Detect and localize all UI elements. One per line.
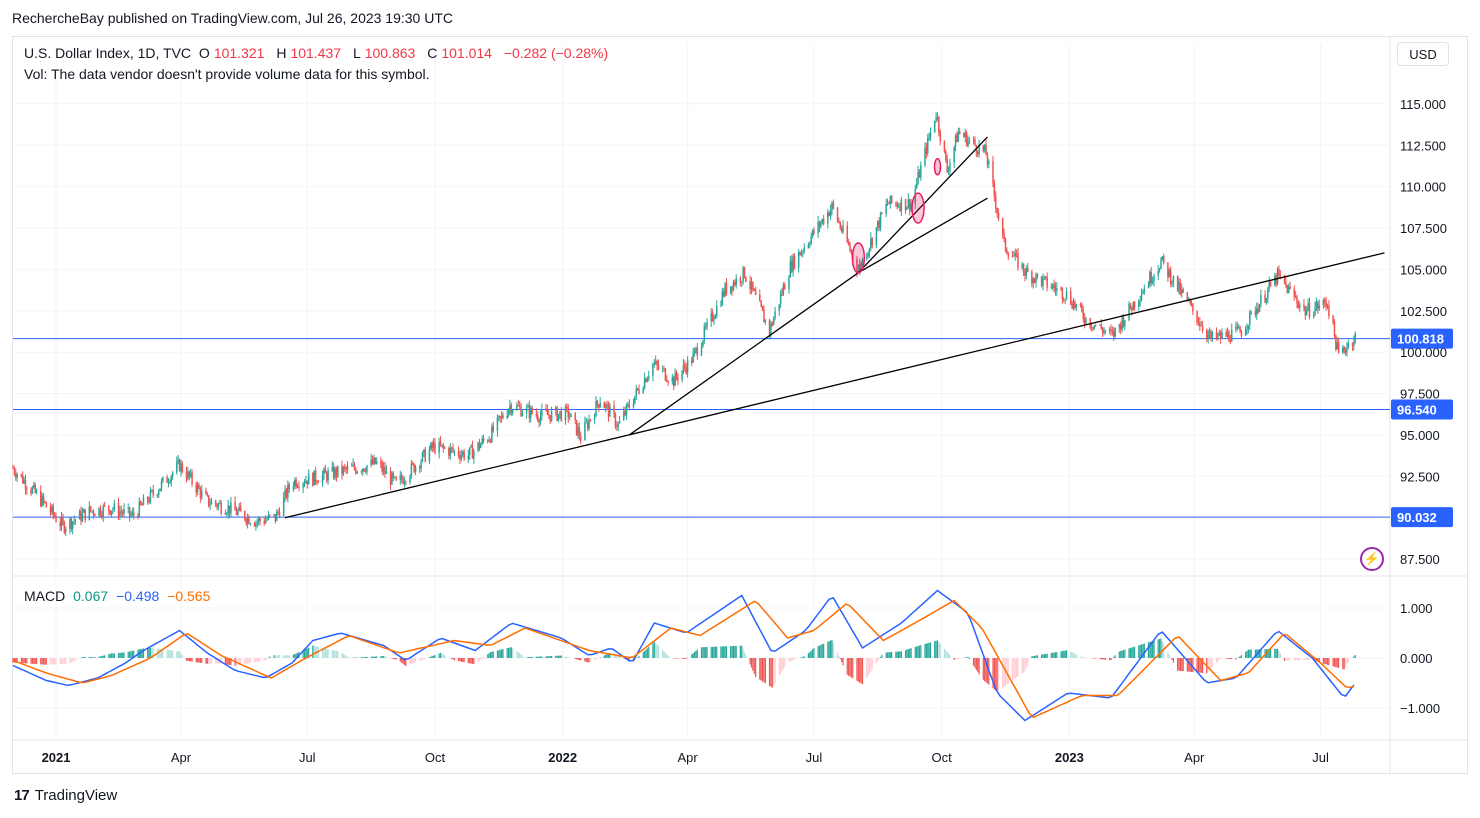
- chart-frame[interactable]: [12, 36, 1468, 774]
- time-tick-label: 2022: [548, 750, 577, 765]
- macd-tick-label: 1.000: [1400, 601, 1433, 616]
- open-label: O: [198, 45, 210, 61]
- price-tick-label: 92.500: [1400, 469, 1440, 484]
- trendline: [284, 252, 1385, 519]
- volume-note-text: Vol: The data vendor doesn't provide vol…: [24, 66, 430, 82]
- low-value: 100.863: [364, 45, 416, 61]
- price-tag-label: 96.540: [1397, 402, 1437, 417]
- brand-name: TradingView: [34, 787, 118, 804]
- price-tick-label: 100.000: [1400, 345, 1447, 360]
- price-tag-label: 90.032: [1397, 510, 1437, 525]
- time-tick-label: Apr: [171, 750, 192, 765]
- price-tick-label: 102.500: [1400, 304, 1447, 319]
- time-tick-label: Jul: [806, 750, 823, 765]
- price-tick-label: 97.500: [1400, 387, 1440, 402]
- highlight-ellipse: [851, 242, 866, 274]
- price-tag-label: 100.818: [1397, 332, 1444, 347]
- time-tick-label: Jul: [1312, 750, 1329, 765]
- macd-label: MACD: [24, 588, 66, 604]
- highlight-ellipse: [911, 192, 925, 224]
- trendline: [628, 197, 988, 436]
- macd-legend: MACD 0.067 −0.498 −0.565: [24, 588, 214, 604]
- price-tick-label: 105.000: [1400, 262, 1447, 277]
- open-value: 101.321: [213, 45, 265, 61]
- price-tick-label: 112.500: [1400, 138, 1446, 153]
- symbol-name: U.S. Dollar Index, 1D, TVC: [24, 45, 192, 61]
- price-tag: [1391, 507, 1453, 528]
- signal-line: [12, 599, 1355, 719]
- macd-tick-label: −1.000: [1400, 701, 1440, 716]
- currency-button[interactable]: USD: [1397, 42, 1449, 66]
- close-label: C: [427, 45, 438, 61]
- high-value: 101.437: [290, 45, 342, 61]
- time-tick-label: Jul: [299, 750, 316, 765]
- tradingview-mark-icon: 17: [14, 787, 30, 804]
- change-value: −0.282 (−0.28%): [503, 45, 609, 61]
- time-tick-label: Apr: [678, 750, 699, 765]
- time-tick-label: Oct: [425, 750, 446, 765]
- symbol-legend: U.S. Dollar Index, 1D, TVC O 101.321 H 101…: [24, 45, 612, 61]
- price-tag: [1391, 328, 1453, 349]
- price-tag: [1391, 399, 1453, 420]
- macd-line: [12, 589, 1355, 722]
- flash-icon[interactable]: ⚡: [1360, 547, 1384, 571]
- time-tick-label: Apr: [1184, 750, 1205, 765]
- publisher-line: RechercheBay published on TradingView.co…: [12, 10, 453, 26]
- publisher-text: RechercheBay published on TradingView.co…: [12, 10, 454, 26]
- high-label: H: [276, 45, 287, 61]
- close-value: 101.014: [441, 45, 492, 61]
- macd-hist-value: 0.067: [73, 588, 109, 604]
- trendline: [857, 136, 988, 274]
- price-tick-label: 107.500: [1400, 221, 1447, 236]
- price-tick-label: 115.000: [1400, 97, 1446, 112]
- macd-tick-label: 0.000: [1400, 651, 1433, 666]
- macd-signal-value: −0.565: [167, 588, 211, 604]
- time-tick-label: Oct: [932, 750, 953, 765]
- price-tick-label: 87.500: [1400, 552, 1440, 567]
- price-tick-label: 110.000: [1400, 180, 1446, 195]
- volume-note: Vol: The data vendor doesn't provide vol…: [24, 66, 434, 82]
- time-tick-label: 2023: [1055, 750, 1084, 765]
- time-tick-label: 2021: [42, 750, 71, 765]
- highlight-ellipse: [933, 158, 942, 176]
- tradingview-logo: 17 TradingView: [14, 787, 117, 804]
- low-label: L: [352, 45, 361, 61]
- price-tick-label: 95.000: [1400, 428, 1440, 443]
- macd-line-value: −0.498: [116, 588, 160, 604]
